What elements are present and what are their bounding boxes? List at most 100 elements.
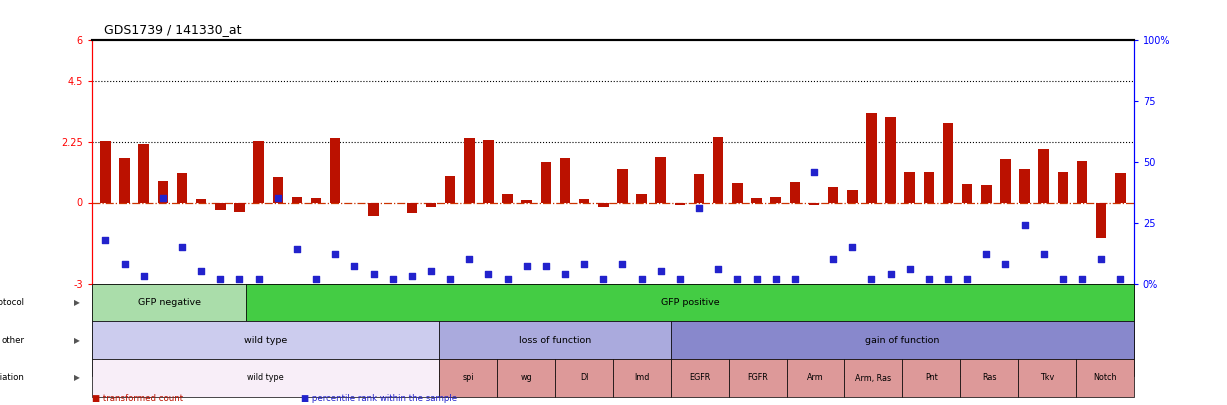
Text: Arm: Arm <box>807 373 823 382</box>
Point <box>919 275 939 282</box>
Bar <box>733 183 742 202</box>
Bar <box>521 200 533 202</box>
Bar <box>886 117 896 202</box>
Bar <box>617 169 628 202</box>
Bar <box>310 198 321 202</box>
Point <box>612 261 632 267</box>
Point <box>766 275 785 282</box>
Point <box>96 237 115 243</box>
Bar <box>809 202 820 205</box>
Point <box>785 275 805 282</box>
Point <box>690 205 709 211</box>
Bar <box>675 202 685 205</box>
Bar <box>445 175 455 202</box>
Point <box>1053 275 1072 282</box>
Text: Notch: Notch <box>1093 373 1117 382</box>
Point <box>345 263 364 270</box>
Point <box>134 273 153 279</box>
Text: gain of function: gain of function <box>865 336 940 345</box>
Text: GDS1739 / 141330_at: GDS1739 / 141330_at <box>104 23 242 36</box>
Point <box>957 275 977 282</box>
Bar <box>196 199 206 202</box>
Text: wg: wg <box>520 373 531 382</box>
Text: loss of function: loss of function <box>519 336 591 345</box>
Bar <box>828 187 838 202</box>
Text: FGFR: FGFR <box>747 373 768 382</box>
Point <box>363 271 383 277</box>
Point <box>861 275 881 282</box>
Text: genotype/variation: genotype/variation <box>0 373 25 382</box>
Bar <box>847 190 858 202</box>
Point <box>402 273 422 279</box>
Bar <box>751 198 762 202</box>
Point <box>440 275 460 282</box>
Point <box>421 268 440 275</box>
Bar <box>272 177 283 202</box>
Point <box>249 275 269 282</box>
Point <box>479 271 498 277</box>
Text: other: other <box>1 336 25 345</box>
Bar <box>234 202 244 212</box>
Point <box>325 251 345 258</box>
Point <box>153 195 173 202</box>
Point <box>172 244 191 250</box>
Bar <box>866 113 876 202</box>
Point <box>536 263 556 270</box>
Point <box>670 275 690 282</box>
Text: EGFR: EGFR <box>690 373 710 382</box>
Bar <box>655 157 666 202</box>
Point <box>823 256 843 262</box>
Text: wild type: wild type <box>248 373 283 382</box>
Point <box>498 275 518 282</box>
Text: Imd: Imd <box>634 373 649 382</box>
Point <box>899 266 919 272</box>
Point <box>517 263 536 270</box>
Text: wild type: wild type <box>244 336 287 345</box>
Point <box>747 275 767 282</box>
Point <box>708 266 728 272</box>
Point <box>287 246 307 253</box>
Point <box>1015 222 1034 228</box>
Point <box>1072 275 1092 282</box>
Text: Dl: Dl <box>580 373 588 382</box>
Bar <box>119 158 130 202</box>
Point <box>804 168 823 175</box>
Bar <box>368 202 379 216</box>
Bar <box>139 145 148 202</box>
Point <box>939 275 958 282</box>
Bar <box>464 138 475 202</box>
Bar <box>579 199 589 202</box>
Text: ▶: ▶ <box>75 336 80 345</box>
Bar <box>541 162 551 202</box>
Point <box>594 275 614 282</box>
Text: ▶: ▶ <box>75 298 80 307</box>
Bar <box>1115 173 1125 202</box>
Bar <box>560 158 571 202</box>
Bar <box>101 141 110 202</box>
Bar <box>598 202 609 207</box>
Point <box>995 261 1015 267</box>
Text: Pnt: Pnt <box>925 373 937 382</box>
Point <box>632 275 652 282</box>
Bar <box>292 197 302 202</box>
Bar <box>1020 169 1029 202</box>
Point <box>229 275 249 282</box>
Text: ■ transformed count: ■ transformed count <box>92 394 183 403</box>
Point <box>1034 251 1054 258</box>
Bar <box>502 194 513 202</box>
Bar <box>406 202 417 213</box>
Point <box>459 256 479 262</box>
Text: protocol: protocol <box>0 298 25 307</box>
Point <box>383 275 402 282</box>
Text: Arm, Ras: Arm, Ras <box>855 373 891 382</box>
Bar <box>904 172 915 202</box>
Bar <box>253 141 264 202</box>
Point <box>728 275 747 282</box>
Bar <box>1077 161 1087 202</box>
Text: Tkv: Tkv <box>1039 373 1054 382</box>
Text: spi: spi <box>463 373 474 382</box>
Point <box>1091 256 1110 262</box>
Bar <box>177 173 188 202</box>
Text: ■ percentile rank within the sample: ■ percentile rank within the sample <box>301 394 456 403</box>
Bar <box>789 182 800 202</box>
